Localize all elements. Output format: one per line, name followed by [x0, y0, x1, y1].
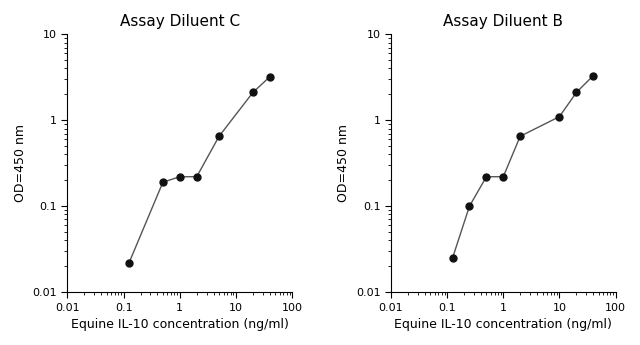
- Title: Assay Diluent C: Assay Diluent C: [120, 14, 240, 29]
- X-axis label: Equine IL-10 concentration (ng/ml): Equine IL-10 concentration (ng/ml): [394, 318, 612, 331]
- Y-axis label: OD=450 nm: OD=450 nm: [14, 124, 27, 202]
- Y-axis label: OD=450 nm: OD=450 nm: [337, 124, 350, 202]
- X-axis label: Equine IL-10 concentration (ng/ml): Equine IL-10 concentration (ng/ml): [71, 318, 289, 331]
- Title: Assay Diluent B: Assay Diluent B: [444, 14, 563, 29]
